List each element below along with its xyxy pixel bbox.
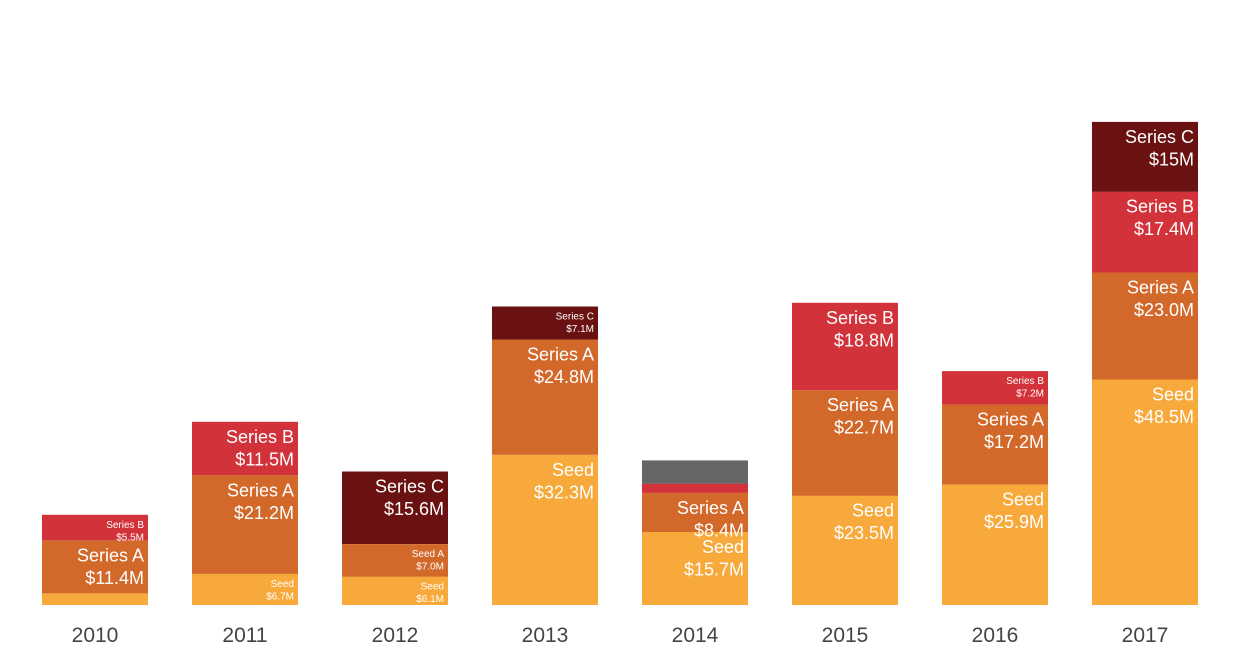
segment-label-2015-series-b: Series B $18.8M xyxy=(826,308,894,351)
bar-2014-seed xyxy=(642,532,748,605)
bar-2010-seed xyxy=(42,593,148,605)
bar-2015-seed xyxy=(792,495,898,605)
bar-2017-series-b xyxy=(1092,191,1198,273)
segment-label-2012-seed: Seed $6.1M xyxy=(416,582,444,606)
segment-label-2011-series-b: Series B $11.5M xyxy=(226,427,294,470)
segment-label-2017-series-a: Series A $23.0M xyxy=(1127,278,1194,321)
segment-label-2010-series-a: Series A $11.4M xyxy=(77,545,144,588)
segment-label-2017-seed: Seed $48.5M xyxy=(1134,385,1194,428)
segment-label-2013-seed: Seed $32.3M xyxy=(534,460,594,503)
bar-2017-series-a xyxy=(1092,272,1198,380)
bar-2012-series-a xyxy=(342,544,448,577)
segment-label-2013-series-a: Series A $24.8M xyxy=(527,345,594,388)
segment-label-2014-seed: Seed $15.7M xyxy=(684,537,744,580)
segment-label-2016-series-a: Series A $17.2M xyxy=(977,410,1044,453)
segment-label-2013-series-c: Series C $7.1M xyxy=(556,312,594,336)
x-tick-label-2016: 2016 xyxy=(972,624,1019,647)
bar-2013-series-a xyxy=(492,339,598,455)
bar-2011-series-b xyxy=(192,421,298,476)
segment-label-2016-series-b: Series B $7.2M xyxy=(1006,376,1044,400)
x-tick-label-2011: 2011 xyxy=(222,624,267,647)
x-tick-label-2010: 2010 xyxy=(72,624,119,647)
bar-2017-seed xyxy=(1092,379,1198,605)
segment-label-2014-series-a: Series A $8.4M xyxy=(677,498,744,541)
segment-label-2017-series-c: Series C $15M xyxy=(1125,127,1194,170)
bar-2015-series-b xyxy=(792,302,898,391)
bar-2011-series-a xyxy=(192,475,298,574)
x-tick-label-2015: 2015 xyxy=(822,624,869,647)
bar-2012-series-c xyxy=(342,471,448,544)
segment-label-2010-series-b: Series B $5.5M xyxy=(106,520,144,544)
bar-2013-seed xyxy=(492,454,598,605)
bar-2010-series-b xyxy=(42,514,148,541)
bar-2016-series-a xyxy=(942,404,1048,485)
bar-2017-series-c xyxy=(1092,121,1198,192)
segment-label-2012-series-a: Seed A $7.0M xyxy=(412,549,445,573)
x-tick-label-2013: 2013 xyxy=(522,624,569,647)
bar-2010-series-a xyxy=(42,540,148,594)
bar-2014-other xyxy=(642,460,748,484)
bar-2012-seed xyxy=(342,576,448,605)
segment-label-2017-series-b: Series B $17.4M xyxy=(1126,197,1194,240)
segment-label-2011-seed: Seed $6.7M xyxy=(266,579,294,603)
bar-2011-seed xyxy=(192,573,298,605)
bar-2014-series-b xyxy=(642,483,748,493)
bar-2015-series-a xyxy=(792,390,898,496)
x-axis-ticks: 2010 2011 2012 2013 2014 2015 2016 2017 xyxy=(72,624,1169,647)
segment-label-2015-series-a: Series A $22.7M xyxy=(827,395,894,438)
bar-2013-series-c xyxy=(492,306,598,340)
x-tick-label-2017: 2017 xyxy=(1122,624,1169,647)
bar-2014-series-a xyxy=(642,492,748,532)
segment-label-2012-series-c: Series C $15.6M xyxy=(375,477,444,520)
segment-label-2011-series-a: Series A $21.2M xyxy=(227,480,294,523)
x-tick-label-2012: 2012 xyxy=(372,624,419,647)
bar-2016-series-b xyxy=(942,371,1048,405)
bar-2016-seed xyxy=(942,484,1048,605)
segment-label-2016-seed: Seed $25.9M xyxy=(984,490,1044,532)
segment-label-2015-seed: Seed $23.5M xyxy=(834,501,894,544)
x-tick-label-2014: 2014 xyxy=(672,624,719,647)
